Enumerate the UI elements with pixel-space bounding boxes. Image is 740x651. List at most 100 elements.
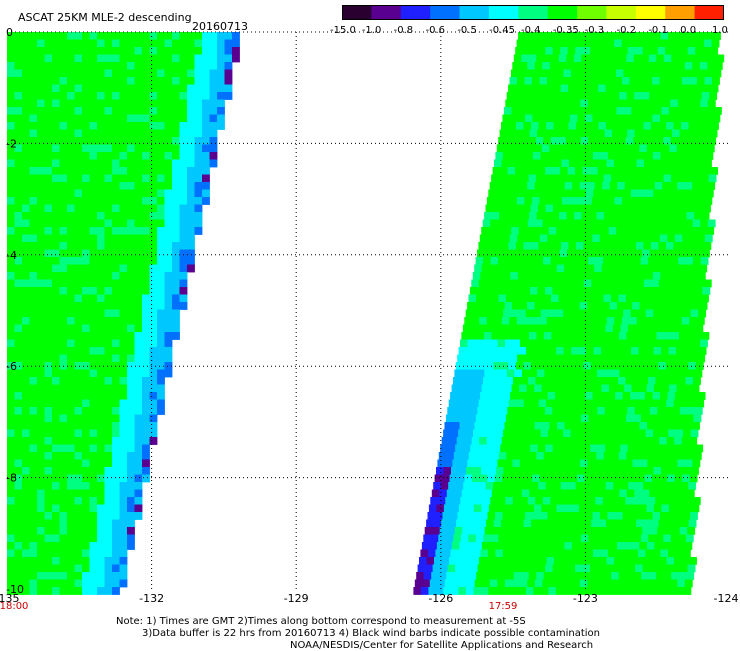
data-cell bbox=[59, 294, 68, 303]
data-cell bbox=[59, 474, 68, 483]
data-cell bbox=[673, 399, 682, 408]
colorbar-label: -0.5 bbox=[457, 25, 477, 36]
data-cell bbox=[506, 452, 515, 460]
data-cell bbox=[530, 362, 539, 370]
data-cell bbox=[556, 144, 565, 153]
data-cell bbox=[617, 459, 626, 468]
data-cell bbox=[546, 519, 554, 528]
data-cell bbox=[663, 294, 672, 303]
data-cell bbox=[684, 579, 693, 588]
data-cell bbox=[510, 152, 519, 160]
data-cell bbox=[97, 144, 105, 153]
data-cell bbox=[487, 549, 496, 558]
data-cell bbox=[112, 257, 120, 265]
data-cell bbox=[97, 122, 105, 130]
data-cell bbox=[678, 572, 687, 580]
data-cell bbox=[232, 32, 240, 40]
data-cell bbox=[598, 122, 607, 130]
data-cell bbox=[59, 564, 68, 573]
data-cell bbox=[164, 347, 173, 355]
data-cell bbox=[127, 459, 135, 468]
data-cell bbox=[655, 534, 664, 543]
data-cell bbox=[666, 279, 675, 288]
data-cell bbox=[468, 332, 477, 340]
data-cell bbox=[44, 234, 53, 243]
data-cell bbox=[654, 182, 663, 190]
data-cell bbox=[44, 497, 53, 505]
data-cell bbox=[29, 519, 38, 528]
data-cell bbox=[127, 354, 135, 363]
data-cell bbox=[618, 377, 626, 385]
data-cell bbox=[572, 219, 581, 228]
data-cell bbox=[540, 272, 549, 280]
data-cell bbox=[649, 212, 657, 220]
data-cell bbox=[653, 429, 661, 438]
data-cell bbox=[466, 347, 474, 355]
data-cell bbox=[447, 527, 456, 535]
data-cell bbox=[14, 174, 23, 183]
data-cell bbox=[559, 92, 568, 100]
data-cell bbox=[485, 362, 494, 370]
data-cell bbox=[179, 204, 188, 213]
data-cell bbox=[512, 62, 521, 70]
data-cell bbox=[44, 407, 53, 415]
data-cell bbox=[157, 99, 165, 108]
data-cell bbox=[59, 527, 68, 535]
data-cell bbox=[172, 129, 180, 138]
data-cell bbox=[567, 287, 576, 295]
data-cell bbox=[59, 429, 68, 438]
data-cell bbox=[554, 474, 563, 483]
data-cell bbox=[643, 519, 652, 528]
data-cell bbox=[693, 332, 702, 340]
data-cell bbox=[67, 114, 75, 123]
data-cell bbox=[134, 77, 143, 85]
data-cell bbox=[52, 317, 60, 325]
data-cell bbox=[553, 482, 562, 490]
data-cell bbox=[614, 159, 622, 168]
data-cell bbox=[157, 32, 165, 40]
data-cell bbox=[29, 54, 38, 63]
data-cell bbox=[127, 437, 135, 445]
data-cell bbox=[534, 422, 543, 430]
data-cell bbox=[495, 152, 504, 160]
data-cell bbox=[44, 62, 53, 70]
data-cell bbox=[172, 189, 180, 198]
data-cell bbox=[610, 377, 619, 385]
data-cell bbox=[638, 32, 646, 40]
data-cell bbox=[22, 587, 30, 595]
data-cell bbox=[689, 354, 698, 363]
data-cell bbox=[515, 84, 524, 93]
data-cell bbox=[52, 122, 60, 130]
data-cell bbox=[22, 212, 30, 220]
data-cell bbox=[678, 332, 687, 340]
data-cell bbox=[52, 69, 60, 78]
data-cell bbox=[82, 99, 90, 108]
data-cell bbox=[645, 272, 654, 280]
data-cell bbox=[142, 234, 150, 243]
data-cell bbox=[495, 587, 504, 595]
data-cell bbox=[14, 362, 23, 370]
data-cell bbox=[82, 332, 90, 340]
data-cell bbox=[67, 287, 75, 295]
data-cell bbox=[74, 152, 83, 160]
data-cell bbox=[636, 122, 644, 130]
data-cell bbox=[7, 324, 15, 333]
data-cell bbox=[624, 302, 633, 310]
data-cell bbox=[606, 279, 615, 288]
data-cell bbox=[520, 497, 529, 505]
data-cell bbox=[603, 534, 612, 543]
data-cell bbox=[37, 294, 45, 303]
data-cell bbox=[29, 429, 38, 438]
data-cell bbox=[89, 362, 98, 370]
data-cell bbox=[626, 572, 635, 580]
data-cell bbox=[645, 392, 653, 400]
data-cell bbox=[580, 219, 589, 228]
data-cell bbox=[460, 414, 469, 423]
data-cell bbox=[500, 482, 509, 490]
data-cell bbox=[648, 572, 657, 580]
data-cell bbox=[134, 144, 143, 153]
data-cell bbox=[467, 497, 476, 505]
data-cell bbox=[662, 579, 671, 588]
data-cell bbox=[134, 332, 143, 340]
data-cell bbox=[555, 309, 564, 318]
